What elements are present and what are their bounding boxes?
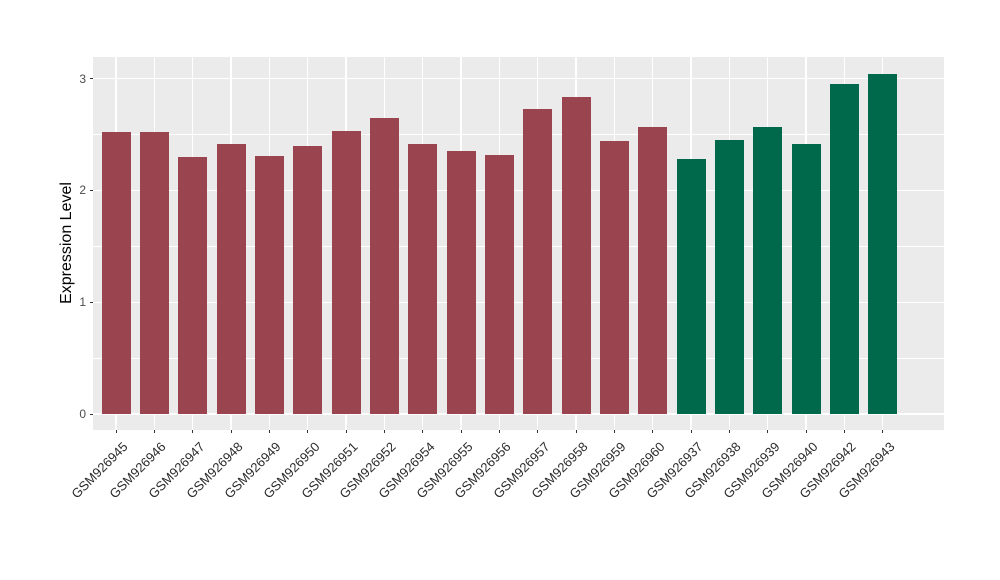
bar-gsm926942 [829,84,859,414]
bar-gsm926947 [178,156,208,414]
bar-gsm926939 [753,126,783,414]
bar-gsm926955 [446,151,476,414]
x-axis-tick [767,430,769,433]
gridline-y-major [93,413,944,415]
x-axis-tick [613,430,615,433]
x-axis-tick [690,430,692,433]
x-axis-tick [153,430,155,433]
x-axis-tick [498,430,500,433]
y-tick-label: 3 [79,71,86,86]
bar-gsm926940 [791,143,821,414]
y-tick-label: 0 [79,407,86,421]
x-axis-tick [345,430,347,433]
bar-gsm926959 [599,141,629,414]
bar-gsm926954 [408,143,438,414]
plot-panel [93,57,944,430]
bar-gsm926958 [561,96,591,414]
bar-gsm926960 [638,126,668,414]
y-axis-tick [90,189,93,191]
x-axis-tick [307,430,309,433]
gridline-y-minor [93,357,944,359]
bar-gsm926938 [714,140,744,414]
y-axis-tick [90,413,93,415]
x-axis-tick [728,430,730,433]
x-axis-tick [383,430,385,433]
y-axis-tick [90,301,93,303]
y-axis-title: Expression Level [58,182,75,304]
x-axis-tick [422,430,424,433]
gridline-y-minor [93,246,944,247]
x-axis-tick [460,430,462,433]
x-axis-tick [230,430,232,433]
x-axis-tick [115,430,117,433]
gridline-y-minor [93,134,944,135]
x-axis-tick [537,430,539,433]
bar-gsm926957 [523,108,553,414]
y-axis-tick [90,78,93,80]
bar-gsm926951 [331,131,361,414]
bar-gsm926949 [254,155,284,414]
bar-gsm926945 [101,132,131,414]
x-axis-tick [575,430,577,433]
y-tick-label: 2 [79,183,86,198]
x-axis-tick [268,430,270,433]
x-axis-tick [843,430,845,433]
x-axis-tick [192,430,194,433]
gridline-y-major [93,189,944,192]
x-axis-tick [805,430,807,433]
bar-gsm926943 [868,74,898,414]
bar-gsm926948 [216,143,246,414]
bar-gsm926956 [484,154,514,414]
bar-gsm926950 [293,145,323,414]
bar-gsm926946 [139,132,169,414]
bar-gsm926937 [676,159,706,414]
bar-gsm926952 [369,117,399,414]
gridline-y-major [93,301,944,303]
y-tick-label: 1 [79,295,86,310]
x-axis-tick [652,430,654,433]
gridline-y-major [93,78,944,80]
x-axis-tick [882,430,884,433]
